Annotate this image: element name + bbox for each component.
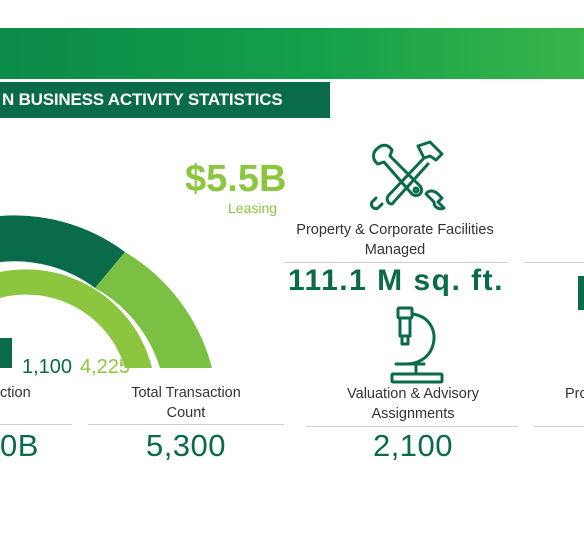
valuation-divider bbox=[306, 426, 518, 427]
outer-ring-dark-segment bbox=[0, 215, 125, 360]
total-transaction-caption-line2: Count bbox=[166, 405, 206, 421]
facilities-caption: Property & Corporate Facilities Managed bbox=[282, 220, 508, 260]
inner-ring-dark-segment bbox=[0, 338, 12, 368]
outer-ring-light-segment bbox=[95, 252, 212, 368]
inner-ring-light bbox=[0, 269, 152, 368]
right-partial-caption: Pro bbox=[565, 386, 584, 402]
right-top-divider bbox=[524, 262, 584, 263]
right-bottom-divider bbox=[534, 426, 584, 427]
transaction-value: 0B bbox=[0, 428, 39, 463]
valuation-caption-line1: Valuation & Advisory bbox=[347, 386, 479, 402]
right-partial-value bbox=[578, 276, 584, 310]
transaction-divider bbox=[0, 424, 72, 425]
valuation-value: 2,100 bbox=[372, 428, 454, 463]
total-transaction-divider bbox=[88, 424, 284, 425]
inner-ring-value: 4,225 bbox=[80, 356, 131, 378]
facilities-value: 111.1 M sq. ft. bbox=[288, 264, 504, 297]
section-title: N BUSINESS ACTIVITY STATISTICS bbox=[0, 82, 330, 118]
microscope-icon bbox=[390, 306, 444, 384]
tools-icon bbox=[370, 140, 446, 211]
facilities-divider bbox=[284, 262, 508, 263]
total-transaction-value: 5,300 bbox=[145, 428, 227, 463]
transaction-caption: ction bbox=[0, 385, 31, 401]
total-transaction-caption-line1: Total Transaction bbox=[131, 385, 241, 401]
total-transaction-caption: Total Transaction Count bbox=[100, 383, 272, 423]
activity-ring-chart bbox=[0, 215, 212, 368]
facilities-caption-line1: Property & Corporate Facilities bbox=[296, 222, 494, 238]
leasing-label: Leasing bbox=[228, 200, 278, 216]
outer-ring-value: 1,100 bbox=[22, 356, 73, 378]
leasing-value: $5.5B bbox=[185, 158, 287, 200]
facilities-caption-line2: Managed bbox=[364, 242, 426, 258]
valuation-caption-line2: Assignments bbox=[371, 406, 455, 422]
valuation-caption: Valuation & Advisory Assignments bbox=[310, 384, 516, 424]
header-banner bbox=[0, 28, 584, 79]
